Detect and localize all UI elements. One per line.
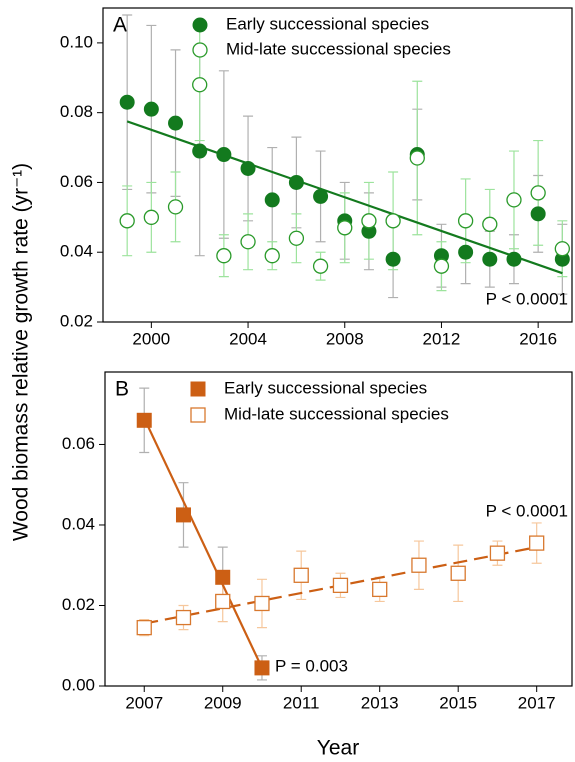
point bbox=[216, 248, 232, 264]
y-tick-label: 0.00 bbox=[62, 675, 95, 694]
point bbox=[136, 412, 152, 428]
point bbox=[175, 609, 192, 626]
x-tick-label: 2007 bbox=[125, 693, 163, 712]
y-tick-label: 0.08 bbox=[60, 102, 93, 121]
point bbox=[506, 192, 522, 208]
y-tick-label: 0.02 bbox=[62, 595, 95, 614]
point bbox=[482, 251, 498, 267]
plot-frame bbox=[102, 7, 573, 323]
legend-marker bbox=[190, 407, 206, 423]
point bbox=[482, 216, 498, 232]
panel-label: A bbox=[113, 14, 127, 37]
point bbox=[385, 251, 401, 267]
point bbox=[168, 115, 184, 131]
point bbox=[167, 199, 184, 215]
y-tick-label: 0.04 bbox=[62, 514, 95, 533]
y-tick-label: 0.06 bbox=[60, 172, 93, 191]
legend-marker bbox=[190, 381, 206, 397]
point bbox=[240, 234, 256, 250]
point bbox=[433, 258, 450, 274]
fit-line bbox=[143, 417, 263, 669]
point bbox=[288, 174, 304, 190]
legend-label: Early successional species bbox=[224, 378, 427, 397]
point bbox=[288, 230, 305, 246]
point bbox=[489, 545, 506, 561]
y-tick-label: 0.06 bbox=[62, 434, 95, 453]
point bbox=[293, 567, 309, 583]
point bbox=[530, 206, 546, 222]
legend-label: Mid-late successional species bbox=[224, 404, 449, 423]
point bbox=[192, 77, 208, 93]
x-tick-label: 2013 bbox=[361, 693, 399, 712]
legend-marker bbox=[192, 17, 208, 33]
y-tick-label: 0.10 bbox=[60, 32, 93, 51]
plot-frame bbox=[104, 371, 573, 687]
point bbox=[192, 143, 208, 159]
point bbox=[313, 188, 329, 204]
point bbox=[143, 101, 159, 117]
annotation: P < 0.0001 bbox=[486, 501, 568, 520]
x-tick-label: 2004 bbox=[229, 329, 267, 348]
point bbox=[119, 213, 135, 229]
point bbox=[332, 577, 349, 594]
x-tick-label: 2012 bbox=[423, 329, 461, 348]
x-tick-label: 2009 bbox=[204, 693, 242, 712]
point bbox=[264, 248, 280, 264]
point bbox=[530, 185, 546, 201]
point bbox=[450, 565, 466, 581]
x-tick-label: 2016 bbox=[519, 329, 557, 348]
point bbox=[264, 192, 280, 208]
legend-marker bbox=[192, 42, 208, 58]
point bbox=[254, 660, 270, 676]
point bbox=[119, 94, 135, 110]
point bbox=[337, 220, 353, 236]
point bbox=[458, 244, 474, 260]
point bbox=[216, 147, 232, 163]
point bbox=[506, 251, 522, 267]
point bbox=[254, 595, 270, 612]
point bbox=[240, 160, 256, 176]
point bbox=[529, 535, 545, 551]
x-tick-label: 2011 bbox=[283, 693, 320, 712]
panel-label: B bbox=[115, 378, 129, 401]
x-axis-label: Year bbox=[317, 737, 359, 760]
x-tick-label: 2000 bbox=[132, 329, 170, 348]
x-tick-label: 2015 bbox=[439, 693, 477, 712]
point bbox=[215, 593, 231, 610]
point bbox=[136, 619, 152, 636]
y-tick-label: 0.04 bbox=[60, 242, 93, 261]
legend-label: Early successional species bbox=[226, 14, 429, 33]
point bbox=[143, 209, 160, 225]
point bbox=[372, 581, 388, 598]
point bbox=[175, 507, 191, 523]
point bbox=[554, 241, 570, 257]
y-tick-label: 0.02 bbox=[60, 311, 93, 330]
point bbox=[457, 213, 474, 229]
x-tick-label: 2017 bbox=[518, 693, 556, 712]
point bbox=[361, 213, 377, 229]
point bbox=[215, 569, 231, 585]
point bbox=[385, 213, 401, 229]
annotation: P < 0.0001 bbox=[486, 289, 568, 308]
legend-label: Mid-late successional species bbox=[226, 39, 451, 58]
annotation: P = 0.003 bbox=[275, 656, 348, 675]
point bbox=[409, 150, 425, 166]
point bbox=[411, 557, 427, 573]
x-tick-label: 2008 bbox=[326, 329, 364, 348]
point bbox=[312, 258, 329, 274]
y-axis-label: Wood biomass relative growth rate (yr⁻¹) bbox=[10, 163, 33, 541]
